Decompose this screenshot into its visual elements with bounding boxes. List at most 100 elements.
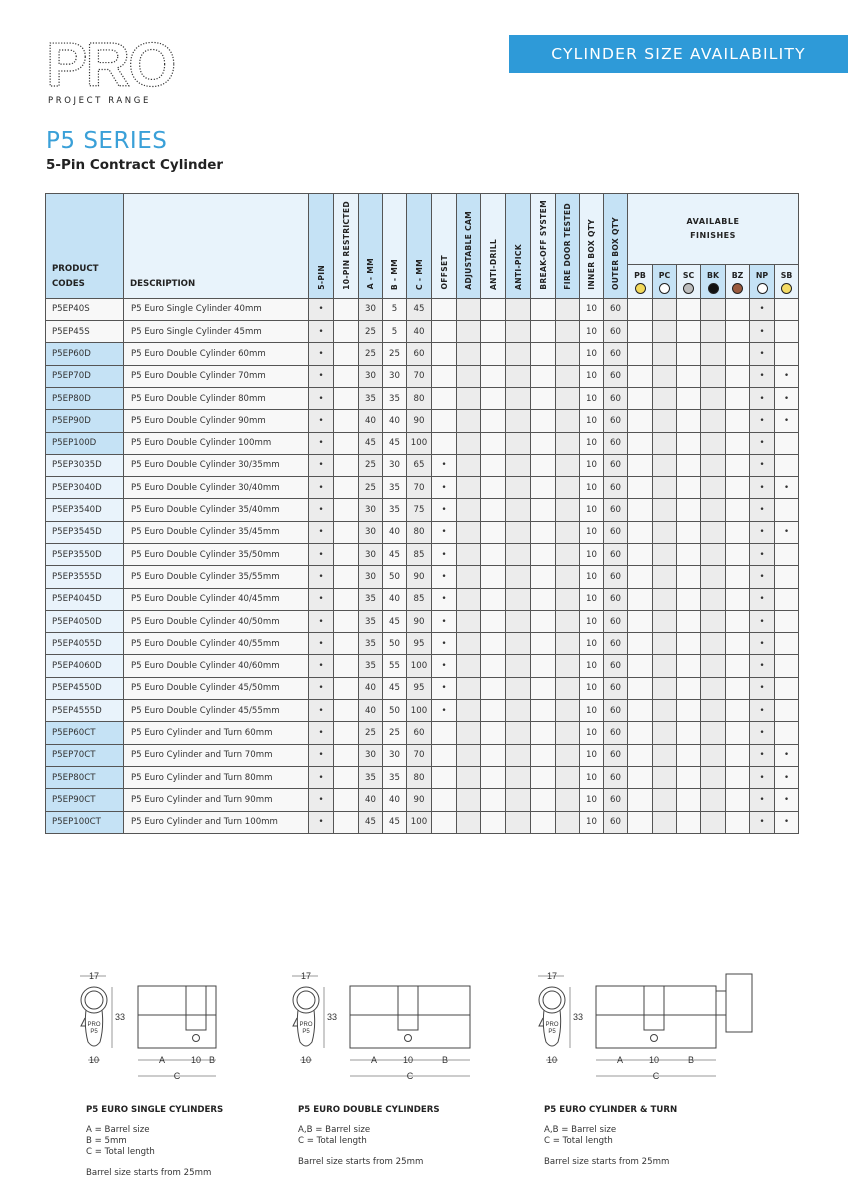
table-cell — [774, 431, 799, 455]
pro-logo-icon: PRO — [46, 34, 176, 92]
table-cell: 80 — [406, 765, 432, 790]
table-cell — [652, 364, 677, 388]
table-cell — [480, 743, 506, 767]
table-cell — [774, 297, 799, 322]
product-code: P5EP90CT — [45, 788, 124, 812]
table-cell — [676, 320, 701, 344]
table-cell — [555, 431, 580, 455]
table-cell — [627, 587, 653, 611]
table-cell — [652, 743, 677, 767]
table-cell — [627, 676, 653, 701]
table-cell — [700, 320, 726, 344]
table-cell: 10 — [579, 498, 604, 522]
header-c-mm: C - MM — [406, 193, 432, 299]
table-cell: • — [308, 699, 334, 723]
table-cell — [652, 587, 677, 611]
product-description: P5 Euro Cylinder and Turn 80mm — [123, 765, 309, 790]
table-cell — [555, 297, 580, 322]
table-cell: 50 — [382, 632, 407, 656]
finish-swatch-icon — [756, 282, 768, 294]
table-cell: 60 — [603, 520, 628, 544]
table-cell — [505, 699, 531, 723]
header-text: A - MM — [366, 258, 375, 290]
table-cell — [676, 453, 701, 478]
product-description: P5 Euro Cylinder and Turn 90mm — [123, 788, 309, 812]
table-cell — [480, 542, 506, 567]
table-cell: 35 — [382, 476, 407, 500]
table-cell — [530, 342, 556, 366]
table-cell — [555, 632, 580, 656]
table-cell — [456, 810, 481, 834]
table-cell: • — [774, 788, 799, 812]
table-cell — [480, 409, 506, 433]
header-text: C - MM — [414, 258, 424, 290]
table-cell — [505, 810, 531, 834]
table-row: P5EP3555D P5 Euro Double Cylinder 35/55mm… — [45, 565, 799, 589]
table-cell: • — [308, 609, 334, 634]
table-cell: 40 — [382, 587, 407, 611]
table-cell: 45 — [382, 542, 407, 567]
finish-code: BK — [707, 270, 719, 280]
table-cell: • — [749, 788, 775, 812]
legend-line: A,B = Barrel size — [544, 1125, 617, 1135]
table-cell: • — [431, 676, 457, 701]
table-cell — [456, 542, 481, 567]
product-code: P5EP3545D — [45, 520, 124, 544]
legend-line: C = Total length — [86, 1147, 155, 1157]
product-code: P5EP4555D — [45, 699, 124, 723]
legend-line: A = Barrel size — [86, 1125, 150, 1135]
table-cell: • — [308, 743, 334, 767]
badge-p5: P5 — [548, 1029, 556, 1035]
diagram-2: 17 33 10 A 10 B C PRO P5 P5 EURO CYLINDER & TURN A… — [534, 968, 794, 1167]
product-code: P5EP4055D — [45, 632, 124, 656]
product-description: P5 Euro Double Cylinder 35/40mm — [123, 498, 309, 522]
table-cell — [456, 498, 481, 522]
header-anti-pick: ANTI-PICK — [505, 193, 531, 299]
finish-pc: PC — [652, 264, 677, 299]
table-cell: • — [749, 676, 775, 701]
table-cell — [725, 743, 750, 767]
dim-height: 33 — [573, 1012, 583, 1022]
table-cell: • — [308, 721, 334, 745]
table-cell — [530, 498, 556, 522]
diagram-title: P5 EURO SINGLE CYLINDERS — [86, 1105, 224, 1115]
finish-bz: BZ — [725, 264, 750, 299]
table-cell — [725, 788, 750, 812]
table-cell — [652, 453, 677, 478]
table-row: P5EP4045D P5 Euro Double Cylinder 40/45mm… — [45, 587, 799, 611]
product-description: P5 Euro Double Cylinder 100mm — [123, 431, 309, 455]
table-cell — [480, 676, 506, 701]
table-cell: • — [431, 476, 457, 500]
table-cell — [333, 476, 359, 500]
table-cell — [676, 297, 701, 322]
table-cell: 10 — [579, 542, 604, 567]
table-cell: • — [774, 765, 799, 790]
table-row: P5EP100CT P5 Euro Cylinder and Turn 100mm… — [45, 810, 799, 834]
table-cell — [480, 609, 506, 634]
table-cell — [652, 721, 677, 745]
header-text: OUTER BOX QTY — [611, 216, 620, 290]
table-cell — [431, 386, 457, 411]
table-cell — [700, 743, 726, 767]
diagram-legend: A = Barrel size B = 5mm C = Total length — [86, 1125, 336, 1158]
table-row: P5EP4050D P5 Euro Double Cylinder 40/50mm… — [45, 609, 799, 634]
product-description: P5 Euro Double Cylinder 35/55mm — [123, 565, 309, 589]
table-cell: 30 — [358, 542, 383, 567]
table-cell — [431, 342, 457, 366]
table-cell: 10 — [579, 431, 604, 455]
table-cell: • — [431, 587, 457, 611]
header-a-mm: A - MM — [358, 193, 383, 299]
table-cell — [530, 676, 556, 701]
dim-width: 17 — [301, 971, 311, 981]
table-cell — [700, 810, 726, 834]
table-cell — [555, 743, 580, 767]
product-description: P5 Euro Double Cylinder 40/60mm — [123, 654, 309, 678]
table-cell: 90 — [406, 409, 432, 433]
table-cell: 35 — [382, 386, 407, 411]
table-cell: • — [749, 476, 775, 500]
table-cell: 10 — [579, 320, 604, 344]
table-cell — [505, 721, 531, 745]
table-cell — [456, 676, 481, 701]
table-cell: 10 — [579, 386, 604, 411]
table-cell: 60 — [603, 297, 628, 322]
